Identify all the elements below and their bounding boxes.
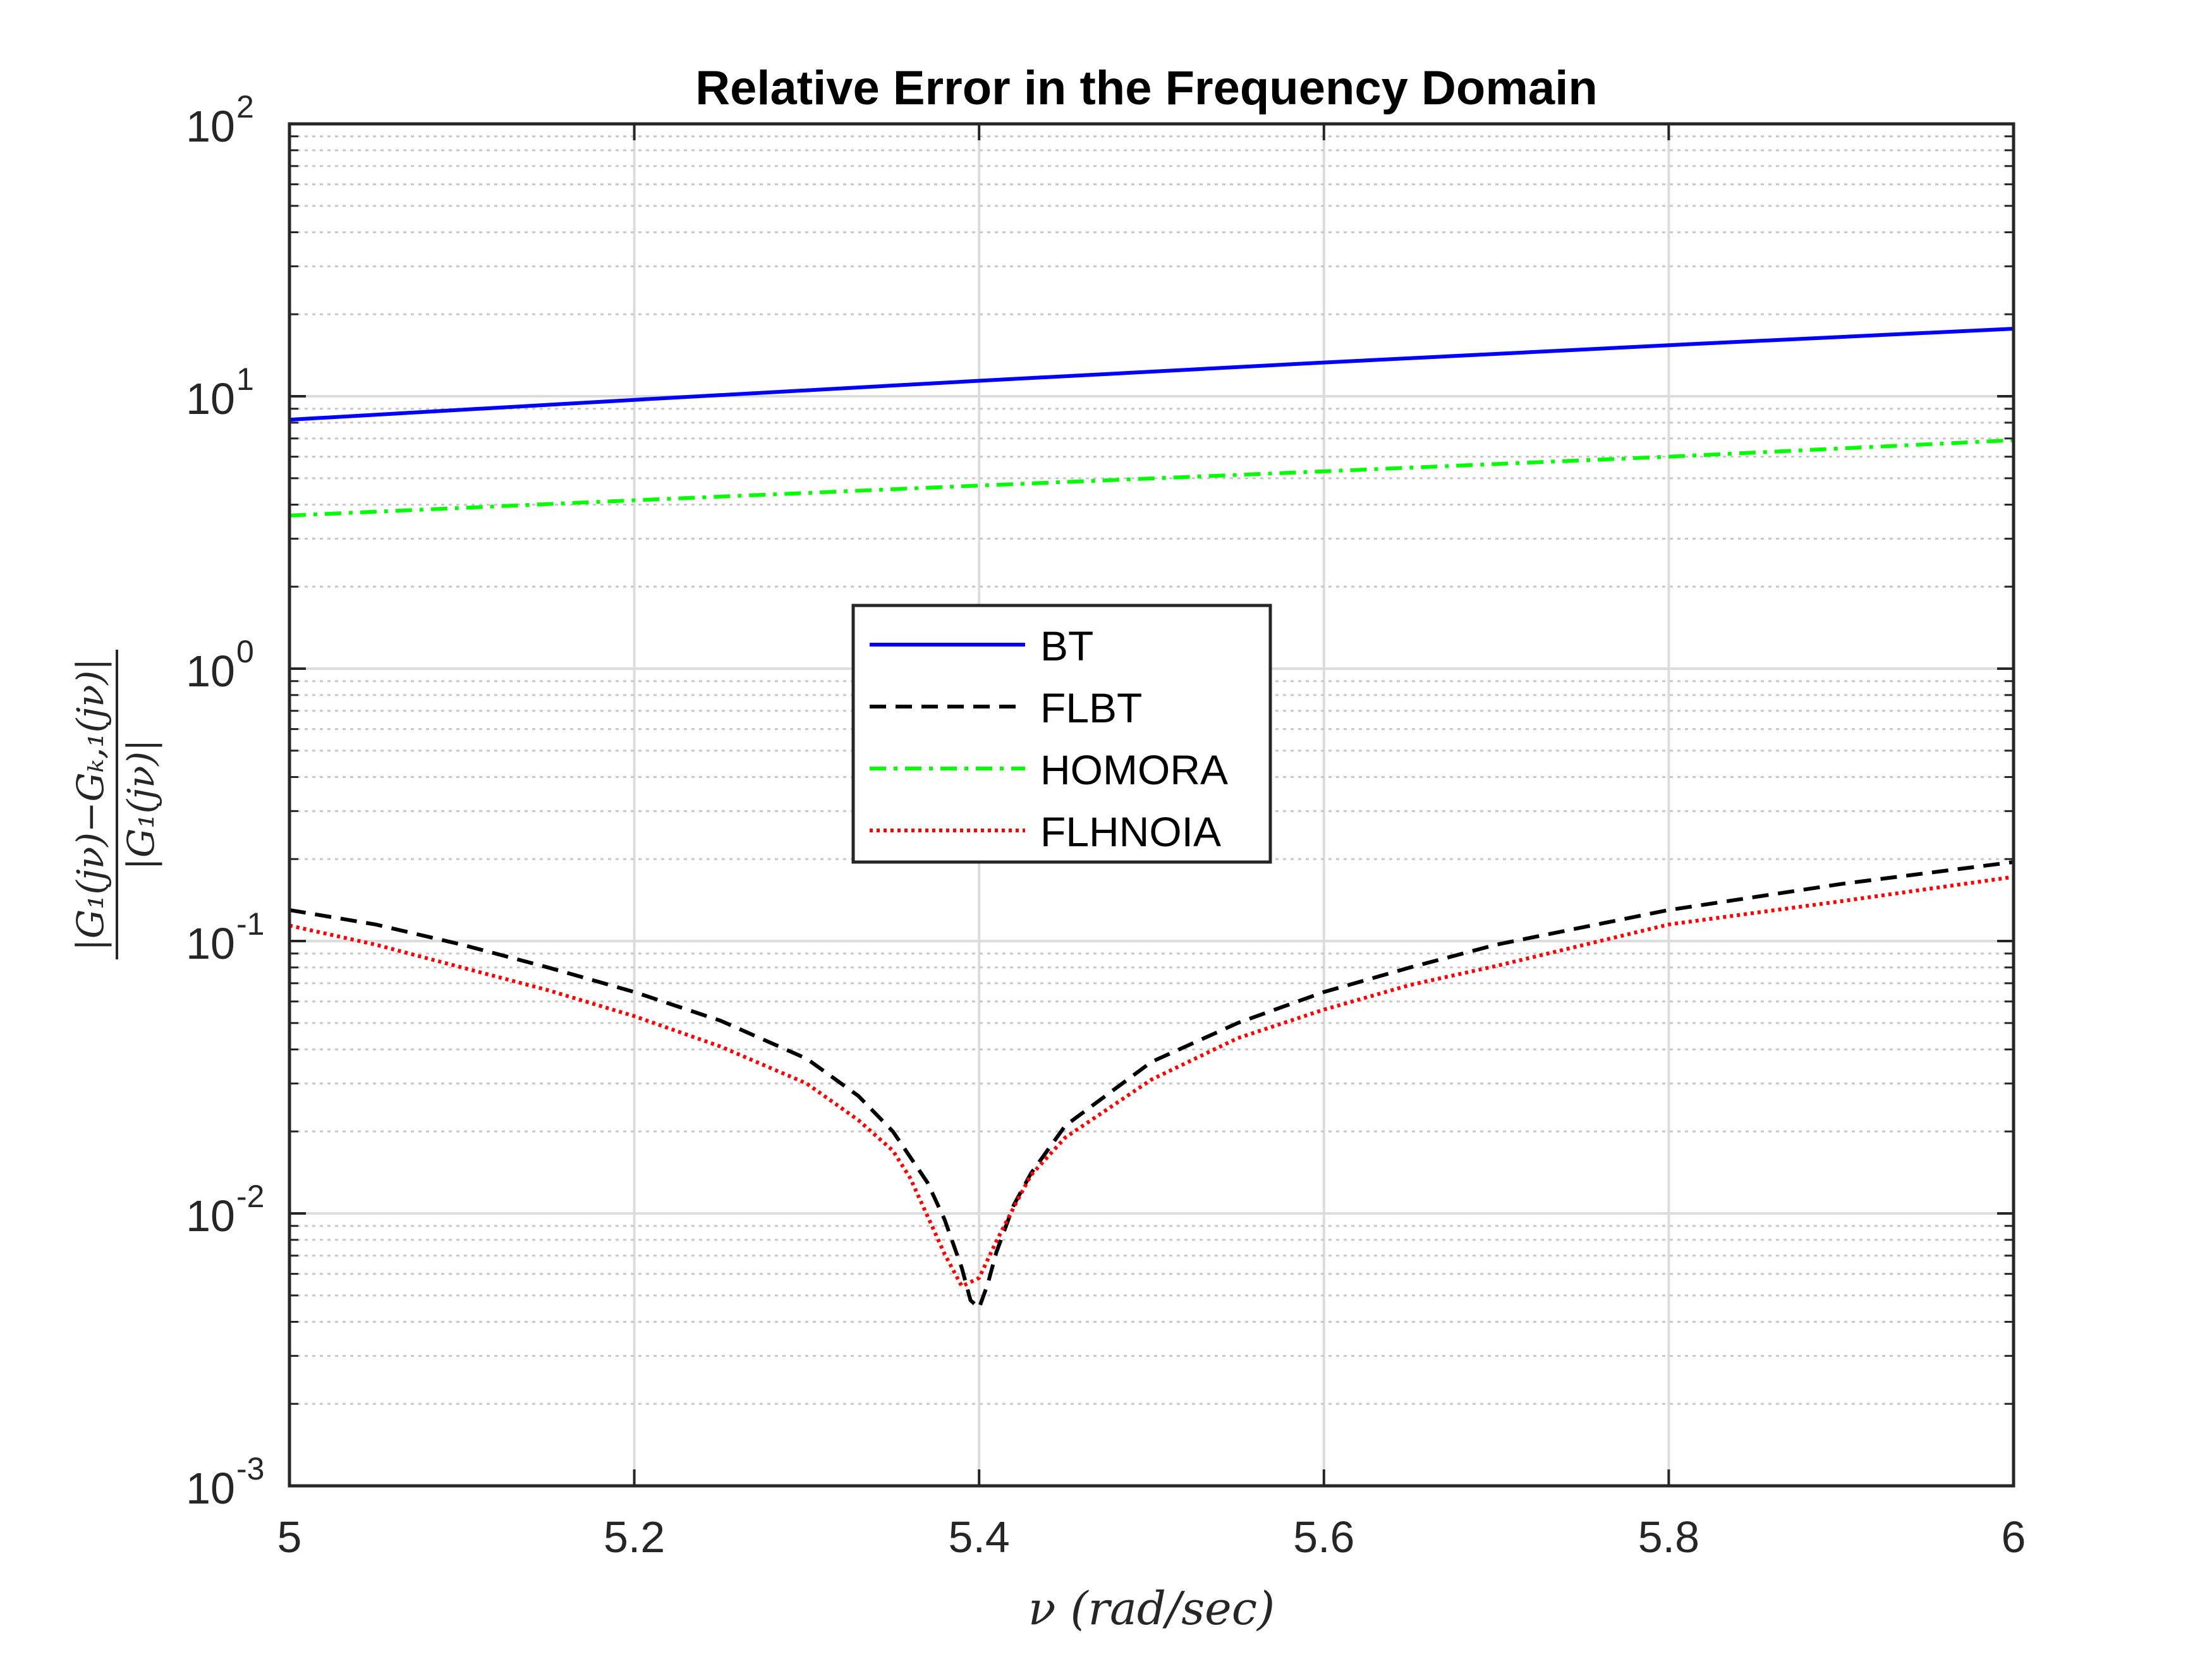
x-tick-label: 5.8 [1638, 1512, 1699, 1562]
y-axis-label-numerator: |G₁(jν)−Gₖ,₁(jν)| [69, 658, 112, 951]
axis-ticks [288, 123, 2015, 1487]
y-tick-label: 10 0 [186, 634, 254, 696]
chart-title: Relative Error in the Frequency Domain [695, 61, 1598, 115]
y-tick-label-base: 10 [186, 102, 235, 151]
y-tick-label: 10 2 [186, 89, 254, 151]
y-tick-label: 10 -1 [186, 906, 264, 968]
y-tick-label: 10 -3 [186, 1451, 264, 1513]
legend-label-homora: HOMORA [1040, 746, 1228, 793]
y-tick-label-exponent: 2 [236, 89, 254, 125]
legend-label-flbt: FLBT [1040, 684, 1142, 731]
x-tick-label: 5.4 [949, 1512, 1010, 1562]
y-tick-label: 10 1 [186, 362, 254, 423]
x-tick-label: 5.6 [1293, 1512, 1354, 1562]
legend-box [851, 604, 1272, 864]
y-tick-label-base: 10 [186, 647, 235, 696]
legend-label-bt: BT [1040, 623, 1093, 669]
y-tick-label-base: 10 [186, 1191, 235, 1241]
y-tick-label-exponent: 1 [236, 362, 254, 397]
series-line-flbt [289, 860, 2014, 1310]
legend: BT FLBT HOMORA FLHNOIA [851, 604, 1272, 864]
y-tick-label-base: 10 [186, 1464, 235, 1513]
legend-label-flhnoia: FLHNOIA [1040, 808, 1221, 855]
y-tick-label-exponent: -2 [236, 1179, 264, 1214]
y-tick-label-base: 10 [186, 919, 235, 968]
y-axis-label: |G₁(jν)−Gₖ,₁(jν)| |G₁(jν)| [69, 650, 162, 959]
y-tick-label-base: 10 [186, 374, 235, 423]
y-tick-label-exponent: -3 [236, 1451, 264, 1486]
x-tick-label: 5 [277, 1512, 302, 1562]
y-tick-label-exponent: -1 [236, 906, 264, 942]
y-tick-label-exponent: 0 [236, 634, 254, 669]
x-tick-label: 6 [2002, 1512, 2026, 1562]
y-axis-label-denominator: |G₁(jν)| [119, 739, 162, 870]
plot-area-frame [288, 122, 2015, 1488]
series-line-homora [289, 438, 2014, 518]
x-axis-label: ν (rad/sec) [1028, 1582, 1275, 1635]
data-series [289, 327, 2014, 1310]
series-line-bt [289, 327, 2014, 422]
x-tick-label: 5.2 [604, 1512, 665, 1562]
y-tick-label: 10 -2 [186, 1179, 264, 1241]
